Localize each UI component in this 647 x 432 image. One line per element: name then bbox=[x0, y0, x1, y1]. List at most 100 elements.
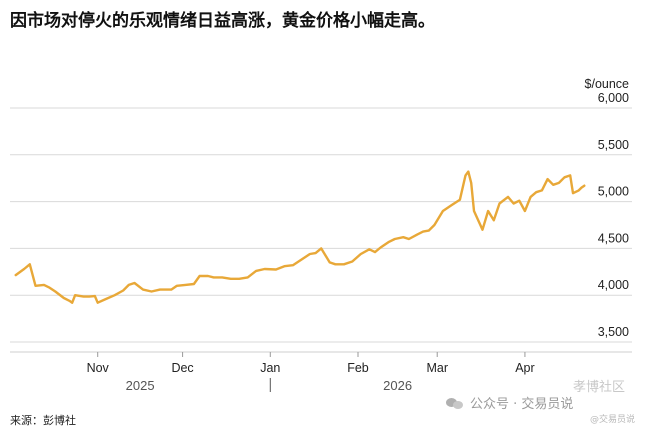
data-point bbox=[15, 274, 17, 276]
series-layer bbox=[14, 170, 586, 304]
data-point bbox=[580, 186, 583, 189]
data-point bbox=[368, 248, 370, 250]
data-point bbox=[408, 238, 410, 240]
data-point bbox=[329, 261, 331, 264]
data-point bbox=[467, 171, 469, 173]
data-point bbox=[433, 224, 435, 226]
data-point bbox=[513, 202, 515, 205]
data-point bbox=[394, 238, 396, 240]
wechat-icon bbox=[446, 396, 464, 410]
watermark-faint: 孝博社区 bbox=[573, 380, 626, 395]
data-point bbox=[578, 189, 580, 191]
x-tick-label: Dec bbox=[171, 361, 193, 375]
y-tick-label: 5,000 bbox=[598, 185, 629, 199]
data-point bbox=[230, 278, 232, 280]
data-point bbox=[193, 283, 195, 285]
data-point bbox=[292, 264, 294, 266]
data-point bbox=[459, 199, 461, 201]
data-point bbox=[198, 275, 201, 277]
data-point bbox=[150, 290, 153, 293]
data-point bbox=[314, 252, 317, 254]
data-point bbox=[74, 294, 76, 296]
data-point bbox=[572, 192, 574, 194]
data-point bbox=[541, 189, 543, 191]
y-tick-label: 6,000 bbox=[598, 91, 629, 105]
data-point bbox=[221, 276, 223, 279]
data-point bbox=[122, 289, 124, 292]
watermark-small: @交易员说 bbox=[590, 415, 636, 425]
watermark: 公众号 · 交易员说 bbox=[446, 393, 573, 412]
x-tick-label: Nov bbox=[87, 361, 110, 375]
data-point bbox=[487, 210, 489, 212]
data-point bbox=[159, 288, 161, 291]
data-point bbox=[343, 263, 345, 265]
data-point bbox=[247, 276, 249, 279]
data-point bbox=[493, 219, 495, 221]
y-tick-label: 4,000 bbox=[598, 278, 629, 292]
data-point bbox=[428, 230, 430, 232]
data-point bbox=[422, 230, 424, 233]
data-point bbox=[320, 247, 322, 249]
data-point bbox=[34, 285, 37, 287]
data-point bbox=[507, 196, 509, 198]
data-point bbox=[470, 182, 472, 184]
data-point bbox=[334, 263, 336, 265]
data-point bbox=[380, 246, 382, 249]
data-point bbox=[82, 296, 85, 298]
data-point bbox=[114, 294, 116, 296]
data-point bbox=[97, 302, 99, 304]
data-point bbox=[142, 288, 144, 291]
data-point bbox=[68, 300, 71, 302]
data-point bbox=[300, 259, 303, 261]
data-point bbox=[133, 282, 136, 284]
data-point bbox=[213, 276, 215, 279]
data-point bbox=[498, 202, 501, 205]
data-point bbox=[94, 295, 96, 297]
data-point bbox=[275, 268, 277, 271]
x-year-label: 2025 bbox=[126, 378, 155, 393]
data-point bbox=[309, 253, 311, 255]
data-point bbox=[535, 191, 537, 193]
data-point bbox=[546, 178, 549, 180]
axis-layer bbox=[10, 351, 632, 392]
data-point bbox=[88, 296, 90, 298]
data-point bbox=[170, 288, 172, 291]
data-point bbox=[29, 263, 31, 265]
data-point bbox=[524, 210, 526, 212]
data-point bbox=[63, 297, 65, 299]
data-point bbox=[49, 287, 51, 289]
data-point bbox=[351, 260, 353, 263]
data-point bbox=[207, 275, 209, 277]
label-layer: 3,500 4,000 4,500 5,000 5,500 6,000$/ounce Nov… bbox=[87, 77, 629, 393]
data-point bbox=[388, 241, 390, 243]
data-point bbox=[255, 270, 257, 272]
data-point bbox=[264, 268, 266, 270]
y-tick-label: 5,500 bbox=[598, 138, 629, 152]
data-point bbox=[473, 210, 475, 212]
x-tick-label: Apr bbox=[515, 361, 534, 375]
data-point bbox=[442, 210, 444, 212]
data-point bbox=[569, 174, 571, 176]
data-point bbox=[518, 200, 520, 202]
x-tick-label: Mar bbox=[426, 361, 448, 375]
data-point bbox=[176, 285, 178, 287]
data-point bbox=[558, 182, 560, 184]
chart-headline: 因市场对停火的乐观情绪日益高涨，黄金价格小幅走高。 bbox=[10, 11, 435, 31]
data-point bbox=[529, 196, 532, 198]
x-year-label: 2026 bbox=[383, 378, 412, 393]
data-point bbox=[402, 236, 404, 238]
watermark-text: 公众号 · 交易员说 bbox=[470, 397, 574, 412]
data-point bbox=[105, 298, 107, 300]
data-point bbox=[583, 185, 585, 187]
data-point bbox=[128, 284, 130, 286]
x-tick-label: Jan bbox=[260, 361, 280, 375]
data-point bbox=[416, 233, 419, 235]
data-point bbox=[283, 265, 286, 267]
data-point bbox=[43, 284, 45, 286]
data-point bbox=[552, 184, 554, 186]
x-tick-label: Feb bbox=[347, 361, 369, 375]
data-point bbox=[464, 174, 467, 176]
data-point bbox=[563, 176, 566, 178]
y-tick-label: 3,500 bbox=[598, 325, 629, 339]
gold-price-line bbox=[14, 170, 586, 304]
